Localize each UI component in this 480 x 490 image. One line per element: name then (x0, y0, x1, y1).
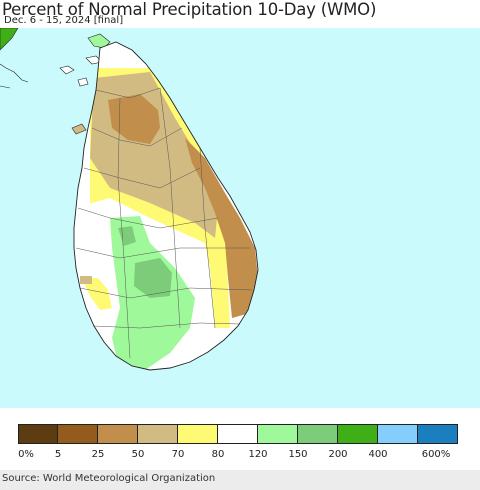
legend-label: 400 (368, 449, 388, 460)
island-border (73, 41, 259, 371)
india-coast (0, 63, 29, 89)
zone-yellow-west (82, 278, 112, 310)
legend-label: 70 (171, 449, 185, 460)
legend-label: 5 (54, 449, 62, 460)
zone-green-center (134, 258, 172, 298)
legend-label: 0% (18, 449, 34, 460)
map-panel (0, 28, 480, 408)
legend-swatch (378, 424, 418, 444)
legend-label: 50 (131, 449, 145, 460)
precip-fill-layer (74, 68, 258, 370)
date-range-subtitle: Dec. 6 - 15, 2024 [final] (4, 15, 124, 26)
legend-color-bar (18, 424, 458, 446)
zone-brown-north (108, 94, 160, 144)
mannar-island (71, 123, 87, 135)
legend-label: 120 (248, 449, 268, 460)
legend-swatch (418, 424, 458, 444)
india-land (0, 28, 19, 51)
sri-lanka-map (0, 28, 259, 371)
page-title: Percent of Normal Precipitation 10-Day (… (2, 0, 377, 19)
northern-islets (59, 55, 103, 87)
legend-labels: 0% 5 25 50 70 80 120 150 200 400 600% (0, 449, 480, 463)
legend-swatch (98, 424, 138, 444)
legend-swatch (338, 424, 378, 444)
legend-swatch (138, 424, 178, 444)
legend-swatch (298, 424, 338, 444)
zone-brown-east (185, 138, 258, 318)
source-strip: Source: World Meteorological Organizatio… (0, 470, 480, 490)
legend-swatch (58, 424, 98, 444)
legend-label: 600% (421, 449, 451, 460)
legend-swatch (18, 424, 58, 444)
legend-label: 80 (211, 449, 225, 460)
legend-label: 200 (328, 449, 348, 460)
legend-swatch (218, 424, 258, 444)
legend-swatch (258, 424, 298, 444)
source-credit: Source: World Meteorological Organizatio… (2, 473, 216, 484)
zone-tan-west (80, 276, 92, 284)
legend-label: 25 (91, 449, 105, 460)
legend-label: 150 (288, 449, 308, 460)
district-boundaries (75, 87, 253, 359)
legend-swatch (178, 424, 218, 444)
